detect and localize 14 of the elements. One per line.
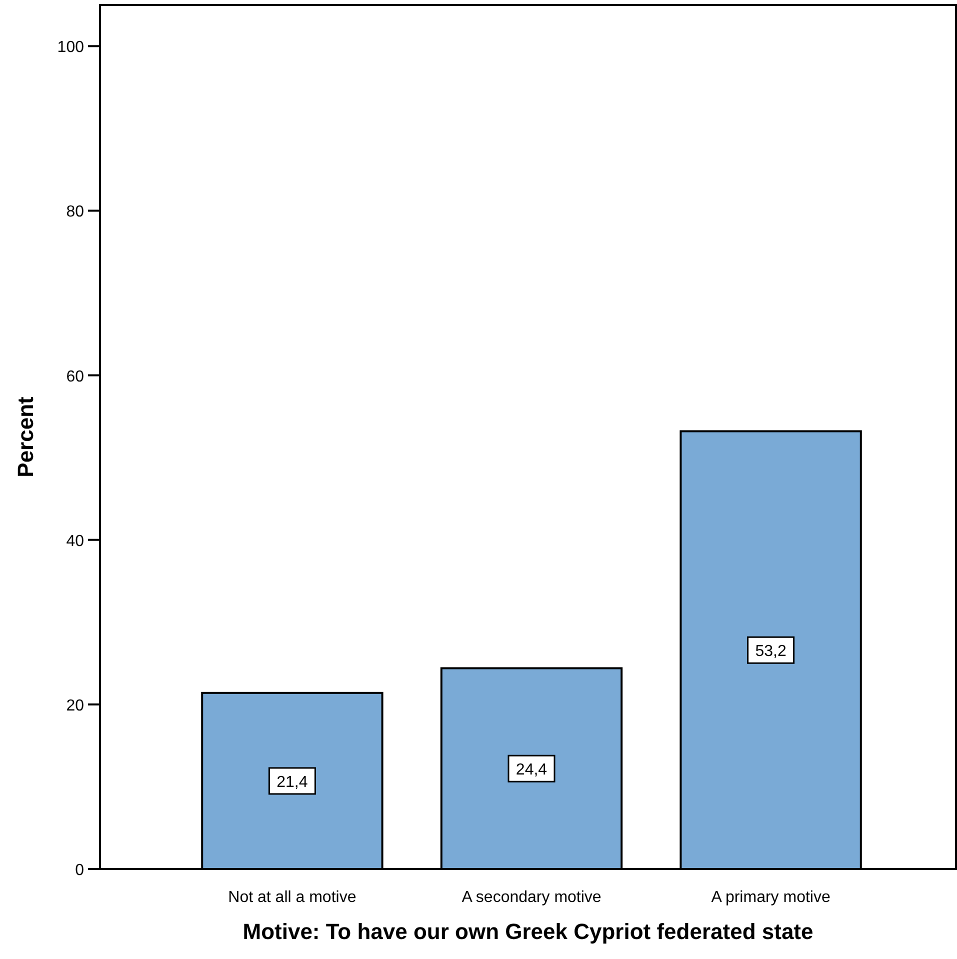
x-tick-label: A primary motive: [711, 889, 830, 906]
x-tick-label: Not at all a motive: [228, 889, 356, 906]
y-tick-label: 0: [75, 862, 84, 879]
y-tick-label: 80: [66, 204, 84, 221]
y-axis-title: Percent: [13, 396, 38, 478]
y-tick-label: 20: [66, 697, 84, 714]
data-label: 21,4: [276, 774, 308, 791]
x-axis-title: Motive: To have our own Greek Cypriot federated state: [242, 919, 814, 944]
data-label: 53,2: [755, 643, 786, 660]
y-tick-label: 40: [66, 532, 84, 550]
data-label: 24,4: [516, 762, 548, 779]
y-tick-label: 60: [66, 368, 84, 386]
y-tick-label: 100: [57, 39, 84, 56]
x-tick-label: A secondary motive: [462, 889, 602, 906]
